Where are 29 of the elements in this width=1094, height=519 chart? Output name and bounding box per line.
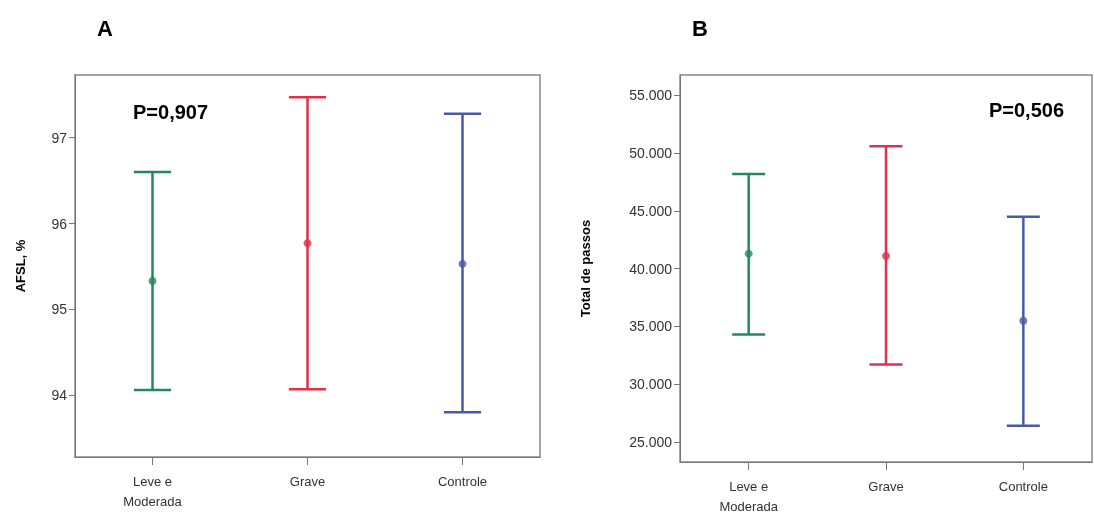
- point: [744, 249, 753, 258]
- y-tick-label: 35.000: [629, 318, 673, 335]
- y-tick-label: 96: [51, 215, 68, 232]
- annotation: P=0,907: [133, 101, 209, 123]
- point: [148, 277, 157, 286]
- x-tick-label: Controle: [437, 473, 488, 489]
- point: [303, 239, 312, 248]
- y-axis-title: Total de passos: [578, 219, 593, 318]
- y-tick-label: 95: [51, 301, 68, 318]
- x-tick-label: Grave: [289, 473, 326, 489]
- x-tick-label: Controle: [998, 478, 1048, 494]
- y-tick-label: 55.000: [629, 87, 673, 104]
- point: [458, 259, 467, 268]
- y-tick-label: 94: [51, 387, 68, 404]
- y-axis-title: AFSL, %: [13, 239, 28, 293]
- annotation: P=0,506: [988, 99, 1065, 121]
- y-tick-label: 97: [51, 129, 68, 146]
- point: [882, 251, 890, 260]
- x-tick-label: Leve e Moderada: [123, 473, 183, 509]
- x-tick-label: Leve e Moderada: [719, 478, 779, 514]
- y-tick-label: 25.000: [629, 434, 673, 451]
- chart-title: B: [692, 15, 708, 41]
- x-tick-label: Grave: [868, 478, 904, 494]
- chart-title: A: [97, 15, 113, 41]
- y-tick-label: 30.000: [629, 376, 673, 393]
- y-tick-label: 50.000: [629, 145, 673, 162]
- y-tick-label: 40.000: [629, 260, 673, 277]
- y-tick-label: 45.000: [629, 202, 673, 219]
- point: [1019, 316, 1028, 325]
